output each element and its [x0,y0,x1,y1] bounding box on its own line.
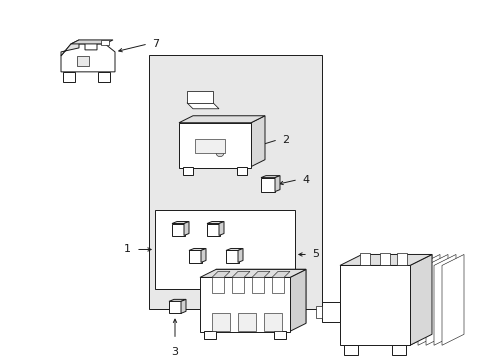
Polygon shape [231,271,249,278]
Text: 4: 4 [302,175,308,185]
Polygon shape [181,300,185,313]
Polygon shape [417,255,439,345]
Polygon shape [216,269,305,323]
Bar [321,302,339,322]
Polygon shape [225,248,243,251]
Bar [172,224,184,237]
Bar [273,331,285,339]
Text: 3: 3 [171,347,178,357]
Polygon shape [271,271,289,278]
Bar [271,278,284,293]
Bar [261,177,274,192]
Polygon shape [169,300,185,301]
Polygon shape [339,255,431,265]
Polygon shape [71,40,113,44]
Polygon shape [441,255,463,345]
Polygon shape [289,269,305,331]
Bar [231,278,244,293]
Text: 6: 6 [280,289,286,300]
Bar [339,265,409,345]
Polygon shape [409,255,431,345]
Bar [396,253,406,265]
Polygon shape [425,255,447,345]
Polygon shape [189,248,205,251]
Polygon shape [201,248,205,262]
Polygon shape [61,44,115,72]
Polygon shape [250,116,264,167]
Bar [391,345,405,355]
Bar [212,278,224,293]
Bar [379,253,389,265]
Bar [195,139,224,153]
Polygon shape [172,221,189,224]
Bar [225,251,239,264]
Bar [203,331,216,339]
Bar [101,40,109,45]
Bar [63,72,75,82]
Bar [343,345,357,355]
Bar [186,91,213,103]
Bar [238,313,256,331]
Bar [237,167,246,175]
Text: 7: 7 [152,39,159,49]
Polygon shape [206,221,224,224]
Bar [155,210,294,289]
Bar [251,278,264,293]
Bar [183,167,193,175]
Bar [77,56,89,66]
Ellipse shape [216,149,224,157]
Bar [179,123,250,168]
Bar [212,313,229,331]
Bar [169,301,181,313]
Bar [359,253,369,265]
Bar [315,306,321,318]
Polygon shape [261,176,280,177]
Polygon shape [183,221,189,235]
Polygon shape [274,176,280,192]
Polygon shape [186,103,219,109]
Bar [189,251,202,264]
Polygon shape [251,271,269,278]
Text: 5: 5 [311,249,318,260]
Polygon shape [219,221,224,235]
Bar [206,224,220,237]
Polygon shape [433,255,455,345]
Polygon shape [200,269,305,278]
Bar [98,72,110,82]
Polygon shape [61,40,79,56]
Bar [200,278,289,332]
Bar [149,55,321,309]
Polygon shape [179,116,264,123]
Bar [264,313,282,331]
Polygon shape [238,248,243,262]
Text: 1: 1 [124,244,131,255]
Text: 2: 2 [282,135,288,145]
Polygon shape [409,255,431,345]
Polygon shape [212,271,229,278]
